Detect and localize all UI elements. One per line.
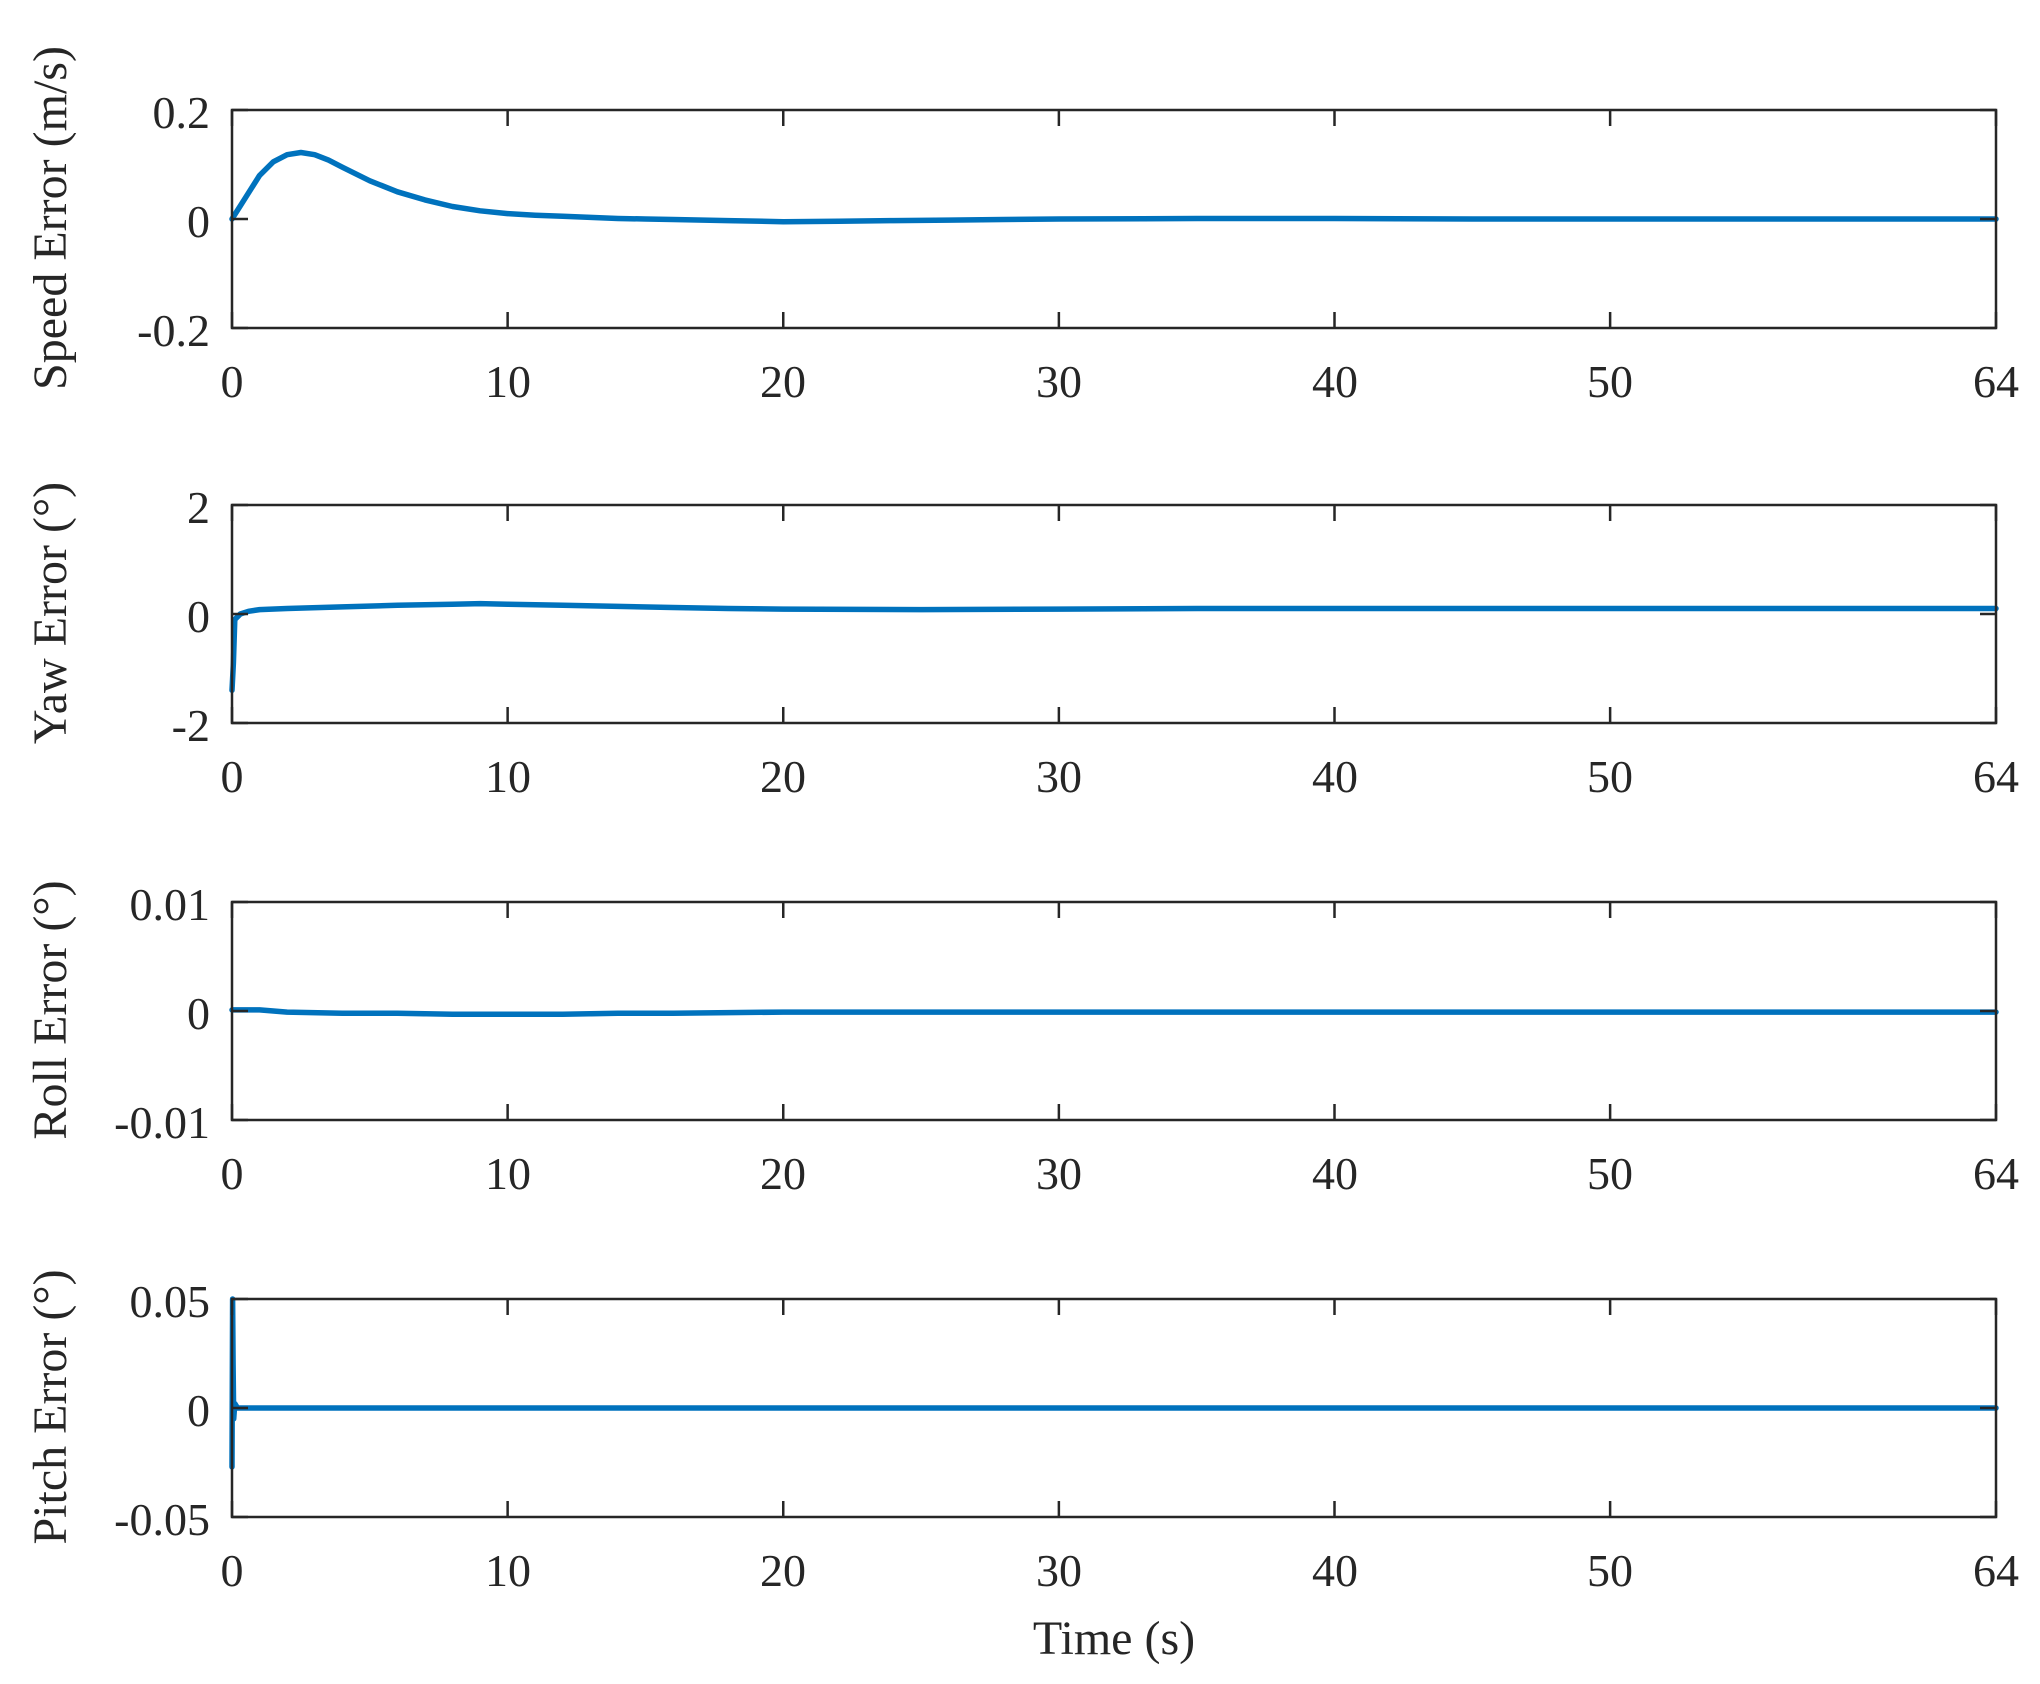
pitch-error-ylabel: Pitch Error (°) <box>24 1269 77 1544</box>
speed-error-xtick-10: 10 <box>485 356 531 407</box>
yaw-error-xtick-30: 30 <box>1036 751 1082 802</box>
pitch-error-xtick-64: 64 <box>1973 1545 2019 1596</box>
pitch-error-series-line <box>229 1296 1999 1470</box>
speed-error-xtick-20: 20 <box>760 356 806 407</box>
roll-error-xtick-30: 30 <box>1036 1148 1082 1199</box>
pitch-error-xtick-50: 50 <box>1587 1545 1633 1596</box>
yaw-error-ylabel: Yaw Error (°) <box>24 482 77 744</box>
roll-error-plot-layer <box>229 900 1999 1122</box>
pitch-error-xtick-30: 30 <box>1036 1545 1082 1596</box>
yaw-error-xtick-0: 0 <box>221 751 244 802</box>
speed-error-xtick-50: 50 <box>1587 356 1633 407</box>
yaw-error-xtick-50: 50 <box>1587 751 1633 802</box>
pitch-error-xtick-10: 10 <box>485 1545 531 1596</box>
roll-error-xtick-20: 20 <box>760 1148 806 1199</box>
roll-error-panel: Roll Error (°) 0 10 20 30 40 50 64 0.01 … <box>24 879 2019 1199</box>
speed-error-ytick-top: 0.2 <box>153 87 211 138</box>
pitch-error-ytick-top: 0.05 <box>130 1276 211 1327</box>
roll-error-ytick-top: 0.01 <box>130 879 211 930</box>
roll-error-xtick-0: 0 <box>221 1148 244 1199</box>
pitch-error-ytick-mid: 0 <box>187 1385 210 1436</box>
pitch-error-ytick-bottom: -0.05 <box>114 1494 210 1545</box>
speed-error-plot-layer <box>229 108 1999 330</box>
speed-error-xtick-64: 64 <box>1973 356 2019 407</box>
roll-error-xtick-50: 50 <box>1587 1148 1633 1199</box>
yaw-error-ytick-bottom: -2 <box>172 700 210 751</box>
roll-error-ytick-mid: 0 <box>187 988 210 1039</box>
roll-error-xtick-64: 64 <box>1973 1148 2019 1199</box>
pitch-error-panel: Pitch Error (°) 0 10 20 30 40 50 64 0.05… <box>24 1269 2019 1665</box>
yaw-error-series-line <box>229 600 1999 694</box>
yaw-error-axes-frame <box>230 503 1998 725</box>
yaw-error-xtick-20: 20 <box>760 751 806 802</box>
yaw-error-xtick-10: 10 <box>485 751 531 802</box>
speed-error-series-line <box>229 149 1999 225</box>
speed-error-ytick-bottom: -0.2 <box>137 305 210 356</box>
roll-error-series-line <box>229 1007 1999 1018</box>
yaw-error-plot-layer <box>229 503 1999 725</box>
roll-error-xtick-40: 40 <box>1312 1148 1358 1199</box>
speed-error-xtick-0: 0 <box>221 356 244 407</box>
speed-error-panel: Speed Error (m/s) 0 10 20 30 40 50 64 0.… <box>24 46 2019 407</box>
time-xlabel: Time (s) <box>1033 1612 1195 1665</box>
pitch-error-xtick-40: 40 <box>1312 1545 1358 1596</box>
pitch-error-xtick-20: 20 <box>760 1545 806 1596</box>
speed-error-ylabel: Speed Error (m/s) <box>24 46 77 390</box>
speed-error-xtick-40: 40 <box>1312 356 1358 407</box>
yaw-error-ytick-mid: 0 <box>187 591 210 642</box>
yaw-error-ytick-top: 2 <box>187 482 210 533</box>
speed-error-ytick-mid: 0 <box>187 196 210 247</box>
yaw-error-panel: Yaw Error (°) 0 10 20 30 40 50 64 2 0 -2 <box>24 482 2019 802</box>
roll-error-ylabel: Roll Error (°) <box>24 880 77 1139</box>
roll-error-xtick-10: 10 <box>485 1148 531 1199</box>
pitch-error-xtick-0: 0 <box>221 1545 244 1596</box>
roll-error-ytick-bottom: -0.01 <box>114 1097 210 1148</box>
pitch-error-plot-layer <box>229 1296 1999 1519</box>
yaw-error-xtick-40: 40 <box>1312 751 1358 802</box>
yaw-error-xtick-64: 64 <box>1973 751 2019 802</box>
speed-error-xtick-30: 30 <box>1036 356 1082 407</box>
